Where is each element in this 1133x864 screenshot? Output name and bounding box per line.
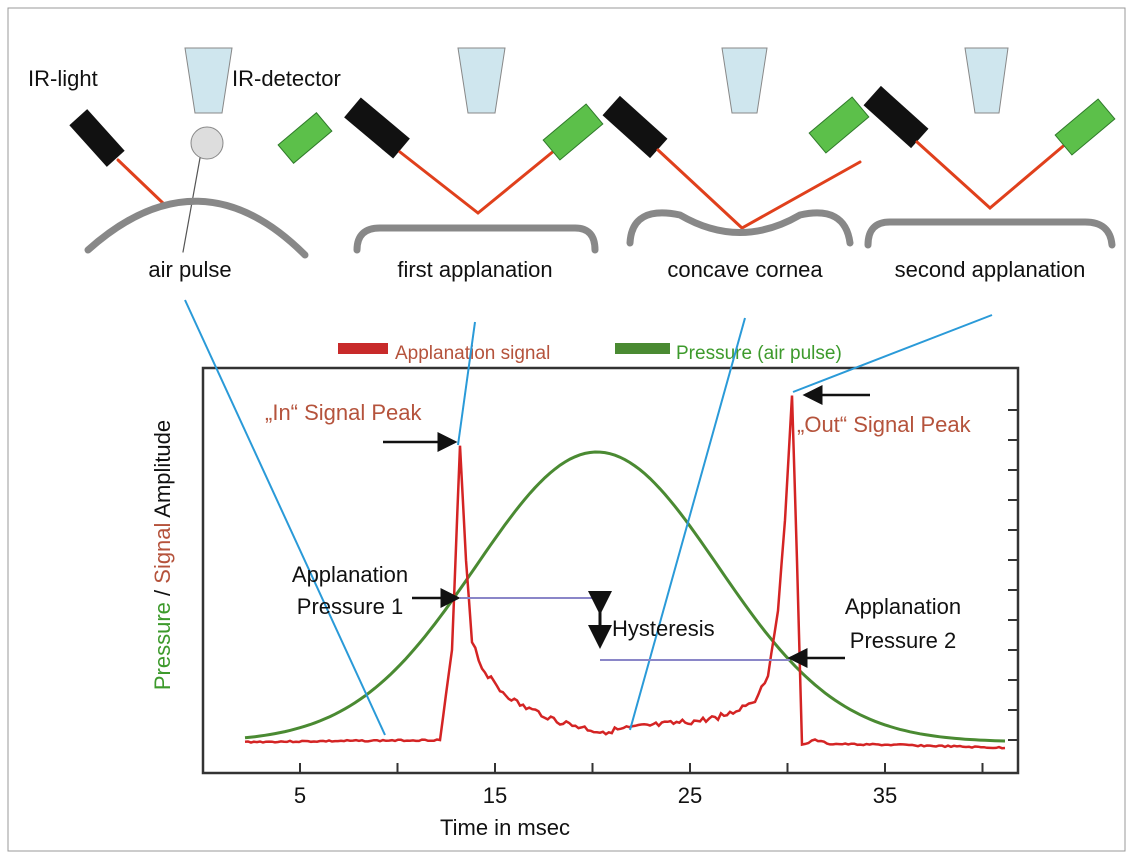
beam (656, 148, 862, 230)
y-label-part: / (150, 589, 175, 596)
annotation: Applanation (292, 562, 408, 587)
detector (964, 47, 1009, 114)
cornea (864, 218, 1116, 249)
y-label-part: Signal (150, 523, 175, 584)
ir-source (344, 97, 410, 159)
curves (244, 395, 1006, 750)
x-tick-label: 15 (483, 783, 507, 808)
y-label-part: Amplitude (150, 420, 175, 518)
label: first applanation (397, 257, 552, 282)
x-tick-label: 25 (678, 783, 702, 808)
guides (184, 299, 993, 736)
annotation: Pressure 2 (850, 628, 956, 653)
cornea (353, 224, 599, 254)
ir-detector (542, 103, 604, 161)
label: second applanation (895, 257, 1086, 282)
ir-source (602, 95, 668, 159)
guide-line (792, 314, 993, 393)
ir-source (69, 109, 125, 167)
beam (915, 140, 1070, 210)
illustrations (69, 47, 1116, 259)
x-tick-label: 35 (873, 783, 897, 808)
ir-detector (1054, 98, 1116, 156)
ir-detector (808, 96, 870, 154)
pointer (182, 157, 201, 253)
detector (457, 47, 506, 114)
beam (116, 158, 167, 207)
guide-line (457, 321, 476, 446)
annotation: Hysteresis (612, 616, 715, 641)
label: IR-light (28, 66, 98, 91)
cornea (84, 197, 309, 259)
guide-line (629, 317, 746, 731)
detector (184, 47, 233, 114)
pressure-curve (244, 450, 1006, 743)
guide-line (184, 299, 386, 736)
x-tick-label: 5 (294, 783, 306, 808)
annotation: „In“ Signal Peak (265, 400, 423, 425)
detector (721, 47, 768, 114)
legend-label: Pressure (air pulse) (676, 343, 842, 364)
annotation: Applanation (845, 594, 961, 619)
legend-swatch (615, 343, 670, 354)
y-label-part: Pressure (150, 602, 175, 690)
plot-frame (201, 366, 1020, 775)
y-axis-label: Pressure / Signal Amplitude (150, 420, 175, 690)
ticks (299, 409, 1018, 773)
legend-swatch (338, 343, 388, 354)
label: air pulse (148, 257, 231, 282)
beam (398, 148, 557, 215)
label: IR-detector (232, 66, 341, 91)
air-bubble (190, 126, 224, 160)
annotation: Pressure 1 (297, 594, 403, 619)
ir-detector (277, 112, 333, 164)
signal-curve (244, 395, 1006, 750)
label: concave cornea (667, 257, 823, 282)
annotation: „Out“ Signal Peak (797, 412, 972, 437)
x-axis-label: Time in msec (440, 815, 570, 840)
ir-source (863, 85, 929, 149)
cornea (626, 209, 854, 247)
legend-label: Applanation signal (395, 343, 550, 364)
